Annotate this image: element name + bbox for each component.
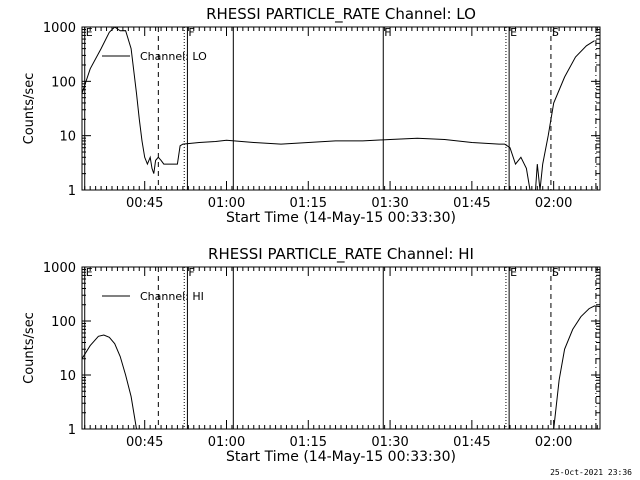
x-tick-label: 01:30 (371, 196, 408, 211)
marker-label: S (552, 26, 559, 39)
x-axis-label: Start Time (14-May-15 00:33:30) (226, 449, 456, 465)
x-axis-label: Start Time (14-May-15 00:33:30) (226, 210, 456, 226)
x-tick-label: 01:00 (208, 196, 245, 211)
y-tick-label: 10 (59, 369, 76, 384)
x-tick-label: 02:00 (535, 435, 572, 450)
x-tick-label: 01:15 (290, 196, 327, 211)
chart-title: RHESSI PARTICLE_RATE Channel: HI (208, 245, 474, 264)
y-tick-label: 1 (68, 184, 76, 199)
legend-label: Channel: LO (140, 50, 207, 63)
chart-title: RHESSI PARTICLE_RATE Channel: LO (206, 5, 476, 24)
plot-timestamp: 25-Oct-2021 23:36 (550, 468, 632, 477)
panel-2: RHESSI PARTICLE_RATE Channel: HI E F E S 1 10 1… (22, 245, 601, 465)
y-tick-label: 100 (51, 315, 76, 330)
x-tick-label: 00:45 (126, 196, 163, 211)
marker-label: E (86, 26, 93, 39)
marker-label: F (384, 26, 390, 39)
x-tick-label: 02:00 (535, 196, 572, 211)
x-tick-label: 01:30 (371, 435, 408, 450)
marker-label: F (188, 266, 194, 279)
y-tick-label: 1000 (43, 21, 76, 36)
x-tick-label: 01:00 (208, 435, 245, 450)
panel-1: RHESSI PARTICLE_RATE Channel: LO E F F E S 1 10… (22, 5, 601, 226)
y-tick-label: 1000 (43, 261, 76, 276)
x-tick-label: 01:45 (453, 196, 490, 211)
marker-label: E (510, 26, 517, 39)
y-axis-label: Counts/sec (22, 73, 37, 145)
series-line (82, 334, 137, 429)
x-tick-label: 01:15 (290, 435, 327, 450)
series-line (553, 305, 600, 429)
marker-label: E (86, 266, 93, 279)
y-tick-label: 100 (51, 75, 76, 90)
y-tick-label: 10 (59, 130, 76, 145)
x-tick-label: 01:45 (453, 435, 490, 450)
y-tick-label: 1 (68, 423, 76, 438)
marker-label: S (552, 266, 559, 279)
marker-label: F (188, 26, 194, 39)
x-tick-label: 00:45 (126, 435, 163, 450)
y-axis-label: Counts/sec (22, 312, 37, 384)
legend-label: Channel: HI (140, 290, 204, 303)
series-line (82, 27, 595, 190)
marker-label: E (510, 266, 517, 279)
